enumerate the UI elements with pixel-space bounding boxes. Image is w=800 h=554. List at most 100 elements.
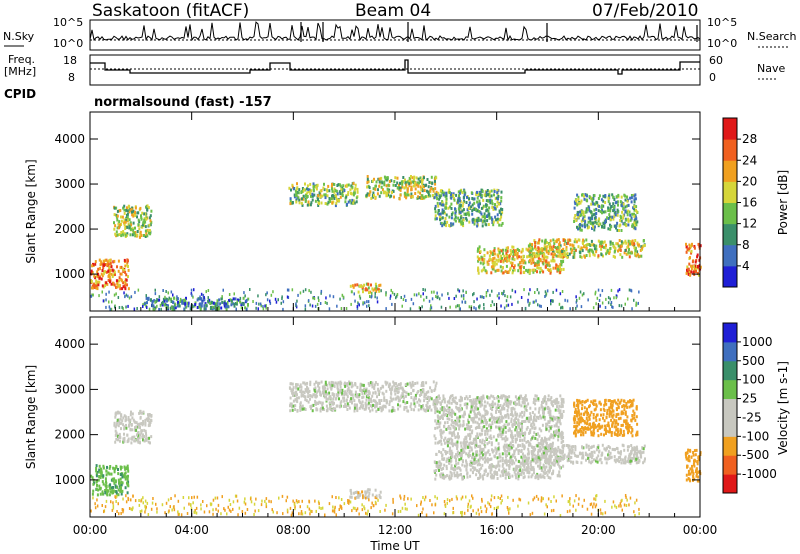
power-cell	[476, 200, 479, 204]
velocity-cell	[491, 408, 494, 412]
power-ground-cell	[358, 303, 360, 307]
power-cell	[685, 245, 688, 249]
velocity-cell	[144, 421, 147, 425]
velocity-cell	[446, 450, 449, 454]
power-cell	[630, 194, 633, 197]
power-cell	[144, 225, 147, 229]
power-cell	[219, 302, 222, 306]
power-cell	[636, 220, 639, 224]
velocity-cell	[504, 449, 507, 453]
velocity-cell	[507, 471, 510, 475]
power-cell	[626, 195, 628, 199]
power-ground-cell	[430, 304, 432, 308]
power-cell	[584, 193, 587, 197]
velocity-cell	[330, 380, 333, 384]
power-ground-cell	[117, 296, 120, 299]
velocity-cell	[365, 389, 368, 393]
power-cell	[317, 204, 320, 207]
velocity-cell	[371, 381, 374, 385]
velocity-cell	[425, 396, 428, 400]
power-cell	[625, 204, 628, 208]
velocity-cell	[442, 467, 445, 470]
velocity-cell	[525, 461, 528, 465]
power-cell	[116, 233, 119, 237]
velocity-cell	[410, 402, 413, 406]
velocity-cell	[353, 491, 355, 495]
power-cell	[622, 222, 625, 226]
velocity-cell	[555, 433, 558, 437]
power-ground-cell	[436, 291, 438, 295]
velocity-cell	[475, 407, 478, 411]
power-cell	[597, 219, 600, 223]
velocity-cell	[501, 396, 504, 400]
power-cell	[591, 226, 593, 230]
velocity-cell	[368, 392, 371, 396]
velocity-cell	[439, 462, 442, 466]
velocity-cell	[497, 462, 500, 466]
velocity-cell	[496, 396, 499, 400]
power-cell	[579, 201, 582, 205]
power-ground-cell	[332, 295, 335, 299]
power-cell	[454, 207, 456, 211]
power-cell	[491, 267, 494, 271]
power-cell	[400, 180, 403, 184]
power-ground-cell	[325, 296, 327, 300]
velocity-cell	[459, 403, 462, 407]
power-cell	[502, 259, 505, 263]
power-ground-cell	[596, 296, 599, 300]
power-cell	[394, 184, 397, 187]
power-cell	[693, 245, 696, 248]
power-cell	[688, 247, 691, 251]
velocity-cell	[484, 453, 487, 457]
freq-tick-top: 18	[63, 54, 77, 67]
power-cell	[488, 212, 491, 216]
velocity-cell	[150, 435, 153, 439]
velocity-cell	[328, 391, 331, 395]
velocity-cell	[547, 394, 550, 398]
power-cell	[498, 218, 501, 222]
velocity-cell	[557, 428, 560, 432]
power-cell	[335, 189, 338, 193]
velocity-cell	[467, 433, 470, 437]
velocity-cell	[458, 435, 460, 439]
velocity-cell	[370, 400, 373, 404]
power-cell	[359, 284, 361, 288]
velocity-cell	[122, 440, 125, 444]
power-cell	[127, 287, 130, 291]
velocity-cell	[119, 439, 121, 443]
power-cell	[593, 228, 596, 232]
power-cell	[635, 254, 638, 258]
velocity-cell	[392, 406, 395, 410]
velocity-cell	[480, 466, 483, 470]
velocity-cell	[476, 432, 479, 436]
velocity-cell	[458, 458, 461, 462]
velocity-cell	[126, 433, 129, 437]
power-cell	[385, 176, 388, 180]
velocity-cell	[452, 399, 455, 403]
velocity-cell	[355, 490, 358, 494]
velocity-cell	[469, 428, 471, 432]
power-ground-cell	[265, 306, 267, 310]
power-ground-cell	[324, 301, 327, 304]
velocity-cell	[491, 448, 493, 452]
velocity-cell	[380, 399, 383, 402]
power-ground-cell	[538, 304, 541, 308]
power-cell	[362, 290, 364, 294]
power-cell	[415, 176, 418, 180]
power-cell	[310, 201, 313, 205]
velocity-cell	[117, 478, 120, 482]
power-cell	[457, 197, 460, 201]
power-cell	[347, 192, 350, 196]
velocity-cell	[401, 392, 404, 396]
power-cell	[620, 229, 623, 232]
power-cell	[378, 184, 381, 188]
power-cell	[100, 272, 103, 276]
velocity-cell	[397, 383, 400, 387]
power-cell	[480, 255, 483, 259]
power-cell	[509, 268, 511, 272]
velocity-cell	[385, 389, 388, 393]
power-ground-cell	[498, 292, 500, 296]
power-ground-cell	[455, 294, 457, 298]
velocity-cell	[324, 390, 327, 394]
velocity-cell	[107, 471, 110, 475]
